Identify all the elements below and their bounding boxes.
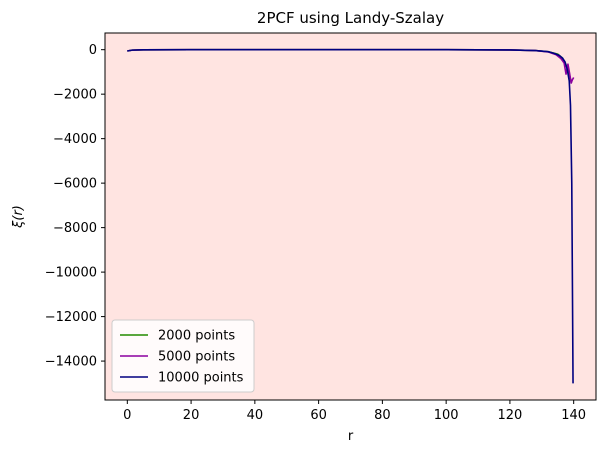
x-tick-label: 120 (498, 408, 523, 423)
x-tick-label: 140 (561, 408, 586, 423)
y-tick-label: −14000 (45, 355, 97, 370)
series-line-3 (127, 48, 574, 384)
series-layer (127, 48, 575, 384)
x-tick-label: 0 (123, 408, 131, 423)
y-tick-label: −6000 (53, 177, 97, 192)
y-tick-label: −12000 (45, 310, 97, 325)
x-tick-label: 40 (247, 408, 264, 423)
legend-box (111, 319, 255, 393)
x-axis-label: r (348, 429, 354, 444)
x-tick-label: 20 (183, 408, 200, 423)
legend: 2000 points 5000 points 10000 points (111, 319, 255, 393)
plot-frame (104, 32, 597, 401)
y-tick-label: −4000 (53, 132, 97, 147)
x-axis: 0 20 40 60 80 100 120 140 (123, 400, 586, 423)
y-axis: 0 −2000 −4000 −6000 −8000 −10000 −12000 −14000 (45, 43, 105, 370)
x-tick-label: 80 (374, 408, 391, 423)
y-axis-label: ξ(r) (11, 205, 26, 229)
legend-label-2: 5000 points (158, 350, 235, 365)
legend-label-3: 10000 points (158, 371, 244, 386)
y-tick-label: 0 (89, 43, 97, 58)
y-tick-label: −10000 (45, 266, 97, 281)
y-tick-label: −8000 (53, 221, 97, 236)
legend-label-1: 2000 points (158, 329, 235, 344)
y-tick-label: −2000 (53, 88, 97, 103)
chart-title: 2PCF using Landy-Szalay (257, 9, 444, 27)
x-tick-label: 60 (310, 408, 327, 423)
x-tick-label: 100 (434, 408, 459, 423)
